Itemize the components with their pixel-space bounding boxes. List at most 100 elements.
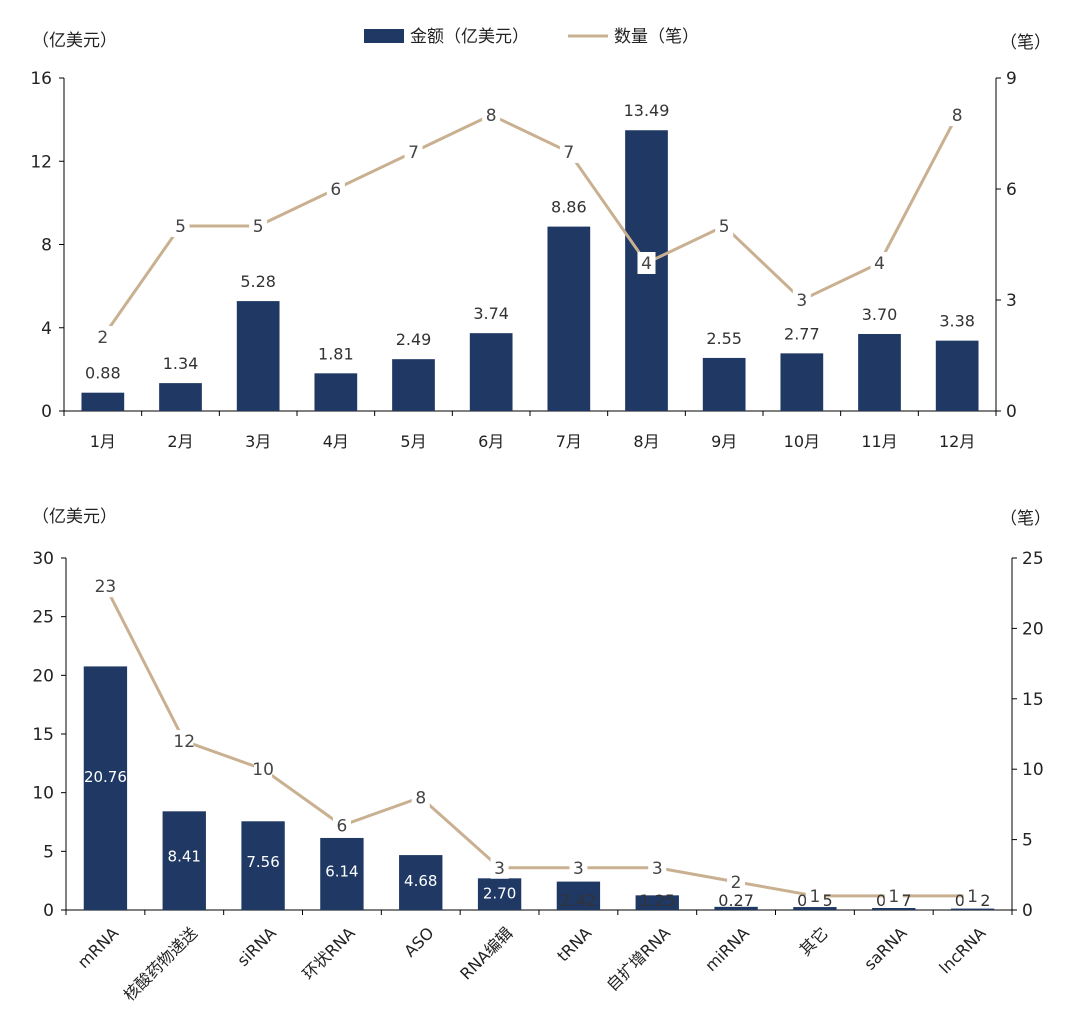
bar-value-label: 20.76 <box>84 768 127 786</box>
bar-value-label: 13.49 <box>624 101 670 120</box>
point-label-bg <box>332 814 351 837</box>
point-label-bg <box>648 856 667 879</box>
chart2-right-unit: （笔） <box>1000 509 1051 529</box>
point-value-label: 3 <box>494 859 505 879</box>
left-tick-label: 30 <box>32 549 54 569</box>
chart2-left-unit: （亿美元） <box>32 507 117 527</box>
point-value-label: 3 <box>796 291 807 311</box>
category-label: 9月 <box>711 432 737 451</box>
right-tick-label: 5 <box>1022 831 1033 851</box>
point-label-bg <box>482 104 501 126</box>
bar-value-label: 1.25 <box>639 891 675 910</box>
bar <box>858 333 901 411</box>
point-label-bg <box>715 215 734 237</box>
category-label: 12月 <box>939 432 975 451</box>
bar <box>81 392 125 411</box>
point-value-label: 5 <box>175 217 186 237</box>
bar-value-label: 2.42 <box>561 891 597 910</box>
bar <box>702 357 746 411</box>
left-tick-label: 16 <box>30 69 52 89</box>
point-value-label: 1 <box>888 887 899 907</box>
right-tick-label: 15 <box>1022 690 1044 710</box>
point-value-label: 8 <box>415 788 426 808</box>
category-chart: 0 5 10 15 20 25 30 0 5 10 15 20 25 20.76 8.41 7.56 6.14 4… <box>32 549 1043 1005</box>
category-label: 10月 <box>784 432 820 451</box>
right-tick-label: 20 <box>1022 619 1044 639</box>
category-label: lncRNA <box>935 923 989 977</box>
left-tick-label: 15 <box>32 725 54 745</box>
right-tick-label: 9 <box>1006 69 1017 89</box>
bar-value-label: 1.81 <box>318 344 354 363</box>
point-value-label: 5 <box>719 217 730 237</box>
bar-value-label: 1.34 <box>163 354 199 373</box>
bar-value-label: 5.28 <box>240 272 276 291</box>
point-label-bg <box>569 856 588 879</box>
bar-value-label: 2.70 <box>483 885 516 903</box>
point-label-bg <box>490 856 509 879</box>
point-value-label: 3 <box>652 859 663 879</box>
bar <box>314 373 358 411</box>
right-tick-label: 0 <box>1006 402 1017 422</box>
point-label-bg <box>559 141 578 163</box>
count-line <box>101 113 959 338</box>
bar-value-label: 6.14 <box>325 862 358 880</box>
category-label: 5月 <box>400 432 426 451</box>
point-label-bg <box>948 104 967 126</box>
left-tick-label: 5 <box>43 842 54 862</box>
point-label-bg <box>175 730 194 753</box>
bar-value-label: 7.56 <box>246 853 279 871</box>
category-label: mRNA <box>74 923 123 972</box>
left-tick-label: 12 <box>30 152 52 172</box>
legend: 金额（亿美元） 数量（笔） <box>364 27 699 47</box>
point-value-label: 8 <box>486 106 497 126</box>
chart1-left-unit: （亿美元） <box>32 31 117 51</box>
point-value-label: 4 <box>874 254 885 274</box>
point-value-label: 4 <box>641 254 652 274</box>
category-label: 自扩增RNA <box>603 923 674 994</box>
left-tick-label: 0 <box>41 402 52 422</box>
bar <box>872 908 916 910</box>
category-label: 2月 <box>167 432 193 451</box>
bar-value-label: 0.88 <box>85 364 121 383</box>
category-label: 1月 <box>90 432 116 451</box>
point-label-bg <box>884 884 903 907</box>
category-label: 环状RNA <box>299 923 359 983</box>
point-label-bg <box>96 575 115 598</box>
point-label-bg <box>93 326 112 348</box>
bar <box>236 301 280 411</box>
category-label: ASO <box>400 923 437 960</box>
category-label: miRNA <box>701 923 753 975</box>
bar <box>159 383 202 411</box>
left-tick-label: 0 <box>43 901 54 921</box>
point-label-bg <box>404 141 423 163</box>
bar <box>635 895 679 910</box>
point-value-label: 8 <box>952 106 963 126</box>
point-label-bg <box>637 252 656 274</box>
point-label-bg <box>254 758 273 781</box>
bar <box>547 226 591 411</box>
point-label-bg <box>249 215 268 237</box>
monthly-chart: 0 4 8 12 16 0 3 6 9 0.88 1.34 5.28 1.81 2.49 3.74 8.86 1… <box>30 69 1016 451</box>
point-label-bg <box>963 884 982 907</box>
point-label-bg <box>870 252 889 274</box>
bar <box>392 359 435 411</box>
legend-bar-swatch <box>364 29 404 43</box>
category-label: 7月 <box>556 432 582 451</box>
right-tick-label: 0 <box>1022 901 1033 921</box>
left-tick-label: 10 <box>32 784 54 804</box>
bar-value-label: 2.49 <box>396 330 432 349</box>
legend-amount-label: 金额（亿美元） <box>410 27 529 47</box>
bar <box>162 811 206 910</box>
bar <box>935 340 979 411</box>
category-label: 4月 <box>323 432 349 451</box>
right-tick-label: 6 <box>1006 180 1017 200</box>
category-label: 6月 <box>478 432 504 451</box>
point-value-label: 3 <box>573 859 584 879</box>
point-value-label: 1 <box>810 887 821 907</box>
bar <box>469 333 513 411</box>
bar <box>241 821 285 910</box>
bar <box>556 881 601 910</box>
bar <box>83 666 128 910</box>
bar <box>399 855 443 910</box>
